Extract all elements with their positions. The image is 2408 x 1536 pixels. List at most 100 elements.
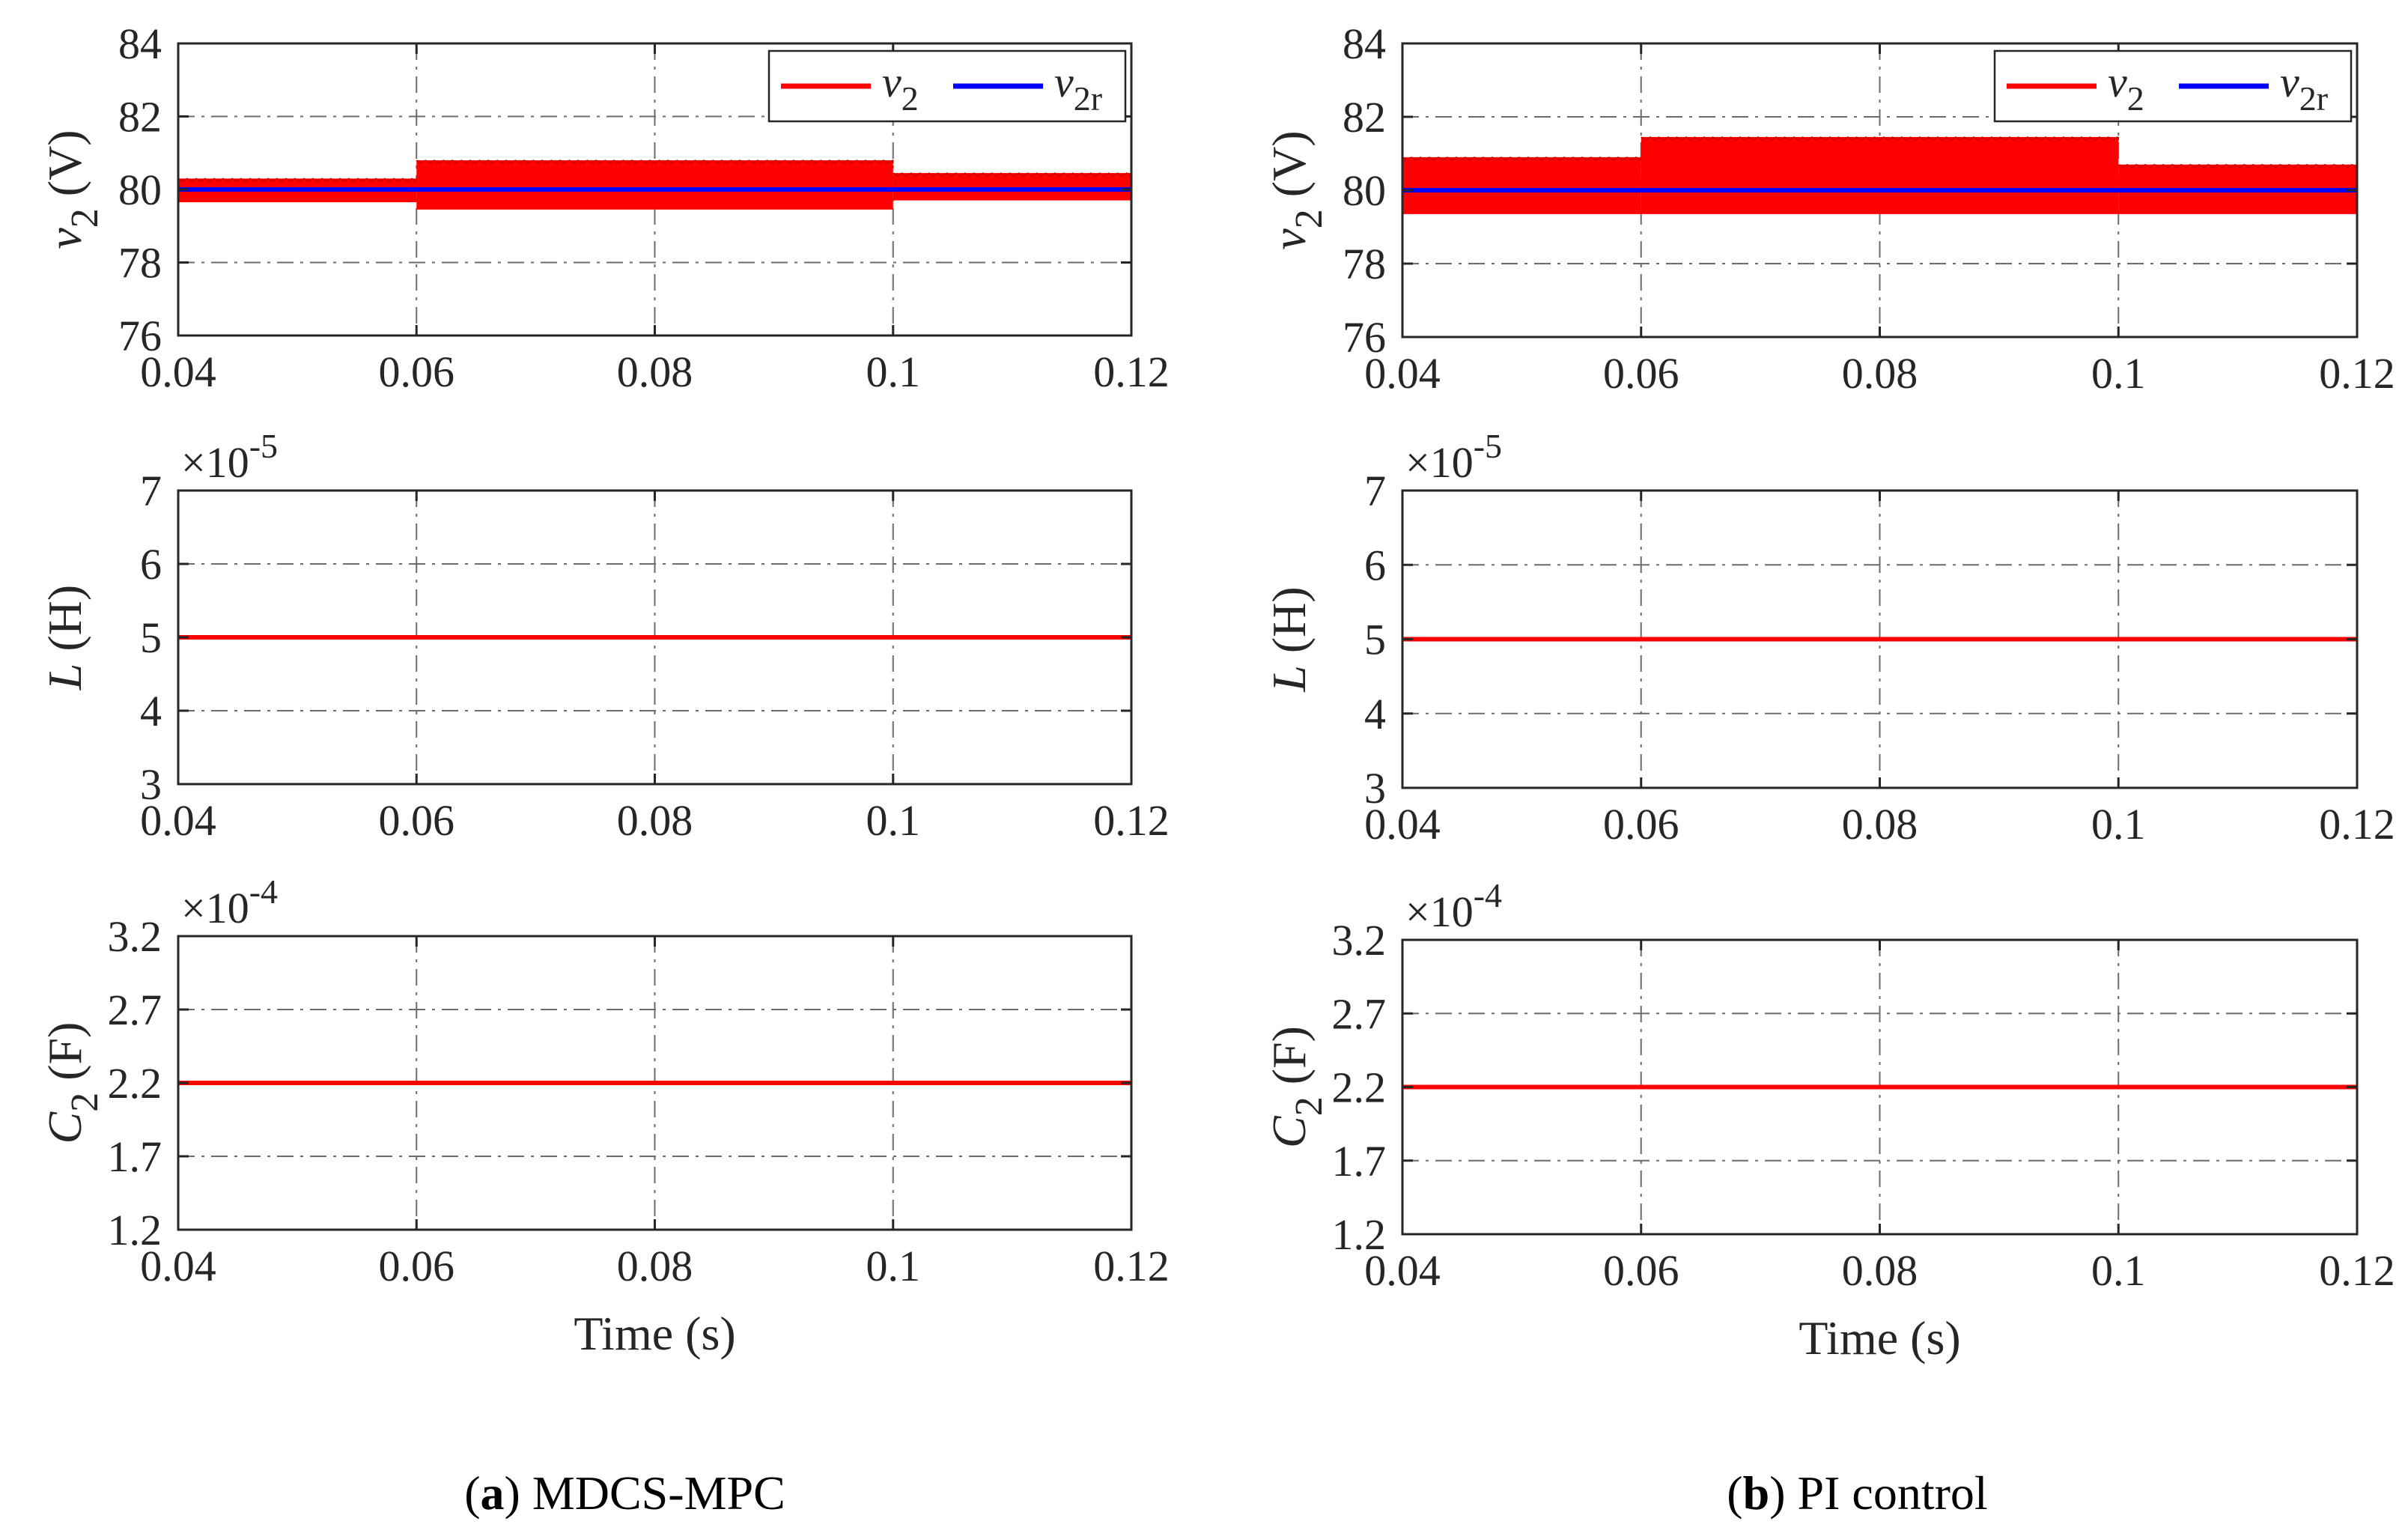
y-tick-label: 76 [1343,313,1386,362]
y-tick-label: 80 [1343,166,1386,215]
x-axis-label: Time (s) [1799,1311,1960,1365]
x-tick-label: 0.12 [2319,800,2395,849]
y-tick-label: 4 [1364,690,1386,738]
scale-exponent: -4 [1474,876,1502,914]
caption-text: ) PI control [1769,1466,1988,1520]
scale-exponent: -5 [1474,427,1502,465]
legend: v2 v2r [1993,49,2353,123]
y-tick-label: 80 [118,166,162,214]
x-tick-label: 0.04 [1364,1246,1441,1295]
scale-base: ×10 [1405,887,1474,936]
x-tick-label: 0.04 [1364,800,1441,849]
y-label-unit: (F) [38,1022,91,1093]
caption-letter: a [481,1466,505,1520]
legend-entry: v2 [882,58,919,118]
scale-base: ×10 [181,884,249,932]
legend: v2 v2r [767,49,1127,123]
y-label-unit: (H) [1262,586,1316,665]
v2-ripple-edge [1402,156,1642,162]
y-label-subscript: 2 [64,208,106,228]
x-tick-label: 0.1 [2091,1246,2146,1295]
caption-letter: b [1743,1466,1770,1520]
scale-base: ×10 [1405,438,1474,487]
legend-symbol: v [882,58,902,106]
y-tick-label: 84 [1343,19,1386,68]
x-tick-label: 0.06 [379,347,455,396]
y-tick-label: 1.2 [108,1206,162,1254]
v2-ripple-edge [2117,163,2358,169]
y-tick-label: 2.7 [108,986,162,1034]
y-tick-label: 1.7 [1332,1137,1387,1186]
y-tick-label: 84 [118,19,162,68]
x-tick-label: 0.1 [866,796,921,845]
y-tick-label: 2.2 [1332,1063,1387,1112]
y-axis-label: v2 (V) [38,130,106,249]
y-tick-label: 7 [140,467,162,515]
y-tick-label: 7 [1364,467,1386,515]
y-tick-label: 3.2 [108,912,162,961]
legend-entry: v2r [1054,58,1102,118]
subplot-6: 0.04 0.06 0.08 0.1 0.12 1.2 1.7 2.2 2.7 3.2 C2 (F)… [1262,876,2395,1365]
y-axis-label: C2 (F) [1262,1026,1331,1148]
y-tick-label: 78 [1343,240,1386,288]
x-tick-label: 0.1 [866,347,921,396]
legend-entry: v2r [2280,58,2328,118]
y-tick-label: 5 [140,613,162,662]
x-tick-label: 0.08 [1842,349,1918,398]
y-axis-label: L (H) [1262,586,1316,692]
y-label-unit: (V) [1262,130,1316,209]
scale-exponent: -5 [249,427,278,465]
v2-ripple-band [893,173,1131,201]
y-axis-label: L (H) [38,585,91,690]
y-scale-multiplier: ×10-5 [1405,427,1502,487]
subplot-5: 0.04 0.06 0.08 0.1 0.12 1.2 1.7 2.2 2.7 3.2 C2 (F)… [38,872,1170,1360]
legend-symbol: v [1054,58,1074,106]
y-label-symbol: L [38,664,91,691]
y-scale-multiplier: ×10-5 [181,427,278,487]
x-tick-label: 0.08 [1842,1246,1918,1295]
x-tick-label: 0.06 [1603,349,1679,398]
legend-symbol: v [2108,58,2127,106]
subplot-3: 0.04 0.06 0.08 0.1 0.12 3 4 5 6 7 L (H) ×10-5 [38,427,1170,845]
v2-ripple-edge [416,159,894,164]
x-tick-label: 0.08 [617,347,693,396]
y-tick-label: 3 [1364,764,1386,813]
y-tick-label: 82 [1343,93,1386,142]
x-tick-label: 0.04 [140,796,216,845]
y-label-symbol: v [1262,228,1316,250]
legend-subscript: 2r [2299,79,2328,118]
y-scale-multiplier: ×10-4 [1405,876,1502,936]
y-label-symbol: v [38,228,91,249]
x-tick-label: 0.04 [140,347,216,396]
y-axis-label: v2 (V) [1262,130,1331,249]
x-tick-label: 0.08 [617,1242,693,1290]
y-tick-label: 2.2 [108,1059,162,1108]
x-tick-label: 0.06 [379,796,455,845]
x-axis-label: Time (s) [574,1307,735,1360]
caption-text: ) MDCS-MPC [505,1466,785,1520]
caption-b: (b) PI control [1727,1466,1987,1520]
x-tick-label: 0.08 [1842,800,1918,849]
y-tick-label: 1.7 [108,1132,162,1181]
x-tick-label: 0.1 [866,1242,921,1290]
v2-ripple-band [1641,136,2119,214]
subplot-4: 0.04 0.06 0.08 0.1 0.12 3 4 5 6 7 L (H) ×10-5 [1262,427,2395,849]
v2-ripple-edge [177,177,417,183]
y-tick-label: 4 [140,687,162,735]
x-tick-label: 0.1 [2091,800,2146,849]
x-tick-label: 0.12 [1093,1242,1170,1290]
legend-subscript: 2r [1074,79,1102,118]
y-tick-label: 3 [140,760,162,809]
legend-symbol: v [2280,58,2299,106]
legend-subscript: 2 [2127,79,2144,118]
y-tick-label: 76 [118,312,162,360]
x-tick-label: 0.06 [1603,1246,1679,1295]
scale-base: ×10 [181,438,249,487]
v2-ripple-band [416,160,893,210]
y-tick-label: 78 [118,239,162,288]
legend-subscript: 2 [902,79,919,118]
y-label-unit: (F) [1262,1026,1316,1096]
